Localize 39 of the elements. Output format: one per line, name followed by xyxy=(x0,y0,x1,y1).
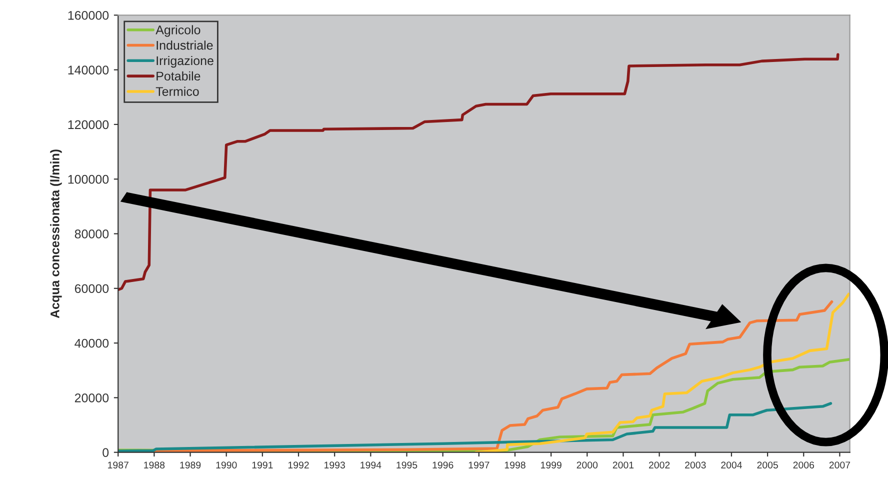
x-tick-label: 1987 xyxy=(108,462,128,468)
y-tick-label: 20000 xyxy=(74,393,109,402)
x-tick-label: 1996 xyxy=(432,462,454,468)
x-tick-label: 1992 xyxy=(288,462,309,468)
x-tick-label: 2006 xyxy=(793,462,814,468)
x-tick-label: 2001 xyxy=(612,462,634,468)
y-tick-label: 80000 xyxy=(74,230,109,238)
legend-label: Irrigazione xyxy=(156,56,214,68)
x-tick-label: 2005 xyxy=(757,462,778,468)
x-tick-label: 1998 xyxy=(504,462,526,468)
x-tick-label: 1995 xyxy=(396,462,418,468)
x-tick-label: 2004 xyxy=(721,462,742,468)
x-tick-label: 2003 xyxy=(685,462,706,468)
legend-label: Termico xyxy=(156,86,199,96)
x-tick-label: 1988 xyxy=(144,462,165,468)
x-tick-label: 2002 xyxy=(648,462,670,468)
x-tick-label: 1997 xyxy=(468,462,490,468)
x-tick-label: 1993 xyxy=(324,462,345,468)
line-series xyxy=(118,53,840,292)
line-series xyxy=(474,292,850,452)
x-tick-label: 2000 xyxy=(576,462,598,468)
x-tick-label: 1989 xyxy=(180,462,201,468)
line-series xyxy=(118,402,832,452)
x-tick-label: 1991 xyxy=(252,462,273,468)
y-tick-label: 140000 xyxy=(68,66,109,74)
x-tick-label: 1999 xyxy=(541,462,562,468)
legend-label: Industriale xyxy=(156,40,213,50)
y-tick-label: 160000 xyxy=(68,10,109,20)
y-tick-label: 60000 xyxy=(74,284,109,294)
x-tick-label: 2007 xyxy=(829,462,850,468)
y-tick-label: 40000 xyxy=(74,338,109,348)
legend-label: Potabile xyxy=(156,71,200,81)
legend-label: Agricolo xyxy=(156,25,200,37)
y-tick-label: 100000 xyxy=(68,174,109,184)
y-tick-label: 120000 xyxy=(68,120,109,130)
x-tick-label: 1994 xyxy=(360,462,382,468)
y-axis-title: Acqua concessionata (l/min) xyxy=(50,150,62,318)
x-tick-label: 1990 xyxy=(216,462,237,468)
y-tick-label: 0 xyxy=(102,448,109,457)
